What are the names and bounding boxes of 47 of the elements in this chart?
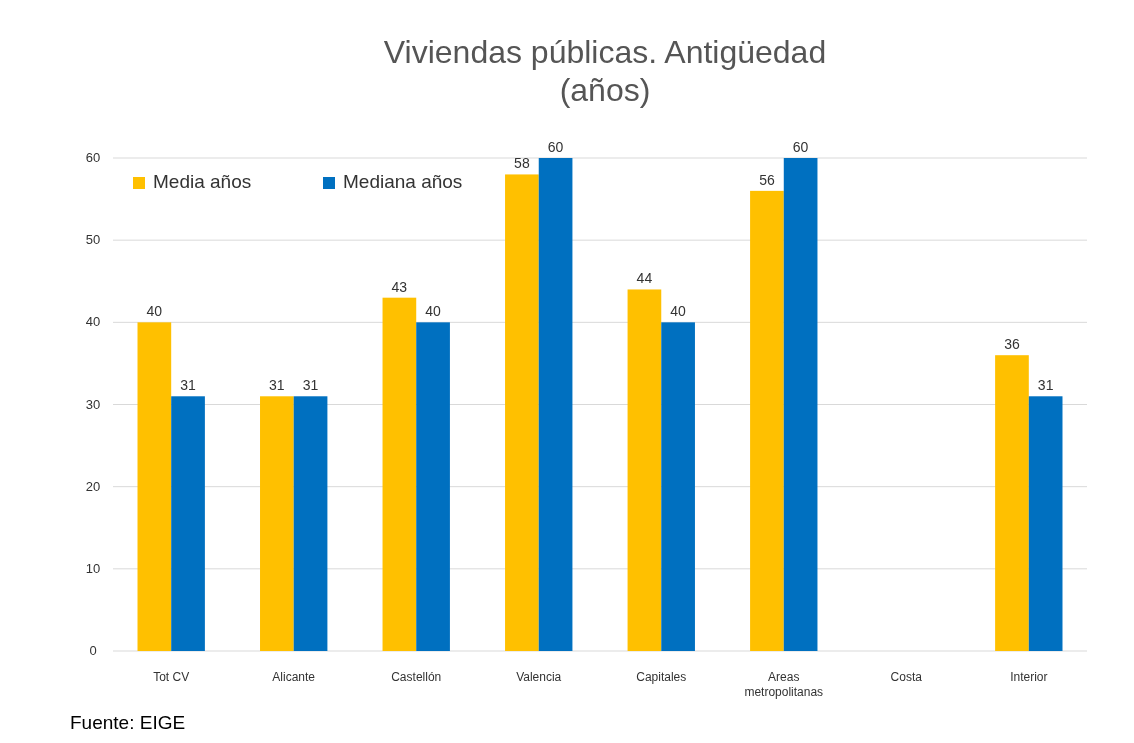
x-tick-label: Interior bbox=[1010, 670, 1048, 684]
data-label: 43 bbox=[391, 278, 408, 295]
y-tick-label: 50 bbox=[85, 232, 101, 248]
data-label: 60 bbox=[792, 139, 809, 155]
y-tick-label: 20 bbox=[85, 478, 101, 494]
data-label: 31 bbox=[302, 377, 319, 394]
legend-label: Mediana años bbox=[343, 171, 463, 192]
data-label: 40 bbox=[146, 303, 163, 320]
bar bbox=[995, 355, 1029, 651]
bar bbox=[538, 158, 573, 651]
bar bbox=[416, 322, 450, 651]
data-label: 31 bbox=[269, 377, 285, 394]
bar bbox=[293, 396, 328, 651]
data-label: 31 bbox=[1037, 377, 1054, 394]
y-tick-label: 30 bbox=[85, 396, 101, 412]
y-tick-label: 0 bbox=[89, 643, 97, 658]
x-tick-label: Costa bbox=[890, 670, 923, 684]
data-label: 40 bbox=[670, 303, 687, 320]
bar bbox=[750, 190, 784, 651]
data-label: 56 bbox=[759, 171, 775, 188]
y-tick-label: 40 bbox=[85, 314, 101, 330]
x-tick-label: Capitales bbox=[636, 670, 687, 684]
data-label: 58 bbox=[514, 155, 530, 172]
legend-label: Media años bbox=[153, 171, 252, 192]
data-label: 36 bbox=[1004, 336, 1020, 353]
y-tick-label: 10 bbox=[85, 560, 101, 576]
bar bbox=[260, 396, 294, 651]
data-label: 44 bbox=[636, 270, 653, 287]
bar bbox=[627, 289, 662, 651]
bar bbox=[171, 396, 205, 651]
bar bbox=[382, 297, 417, 651]
chart-title: Viviendas públicas. Antigüedad (años) bbox=[383, 34, 827, 108]
source-note: Fuente: EIGE bbox=[70, 712, 186, 733]
bar bbox=[783, 158, 818, 651]
bar bbox=[505, 174, 539, 651]
x-tick-label: Valencia bbox=[516, 670, 562, 684]
data-label: 40 bbox=[425, 303, 442, 320]
data-label: 60 bbox=[547, 139, 564, 155]
x-tick-label: Areas metropolitanas bbox=[744, 670, 824, 699]
bar bbox=[1028, 396, 1063, 651]
x-tick-label: Alicante bbox=[272, 670, 316, 684]
x-tick-label: Castellón bbox=[391, 670, 442, 684]
bar bbox=[661, 322, 695, 651]
x-tick-label: Tot CV bbox=[153, 670, 190, 684]
bar bbox=[137, 322, 172, 651]
data-label: 31 bbox=[180, 377, 197, 394]
y-tick-label: 60 bbox=[85, 150, 101, 165]
